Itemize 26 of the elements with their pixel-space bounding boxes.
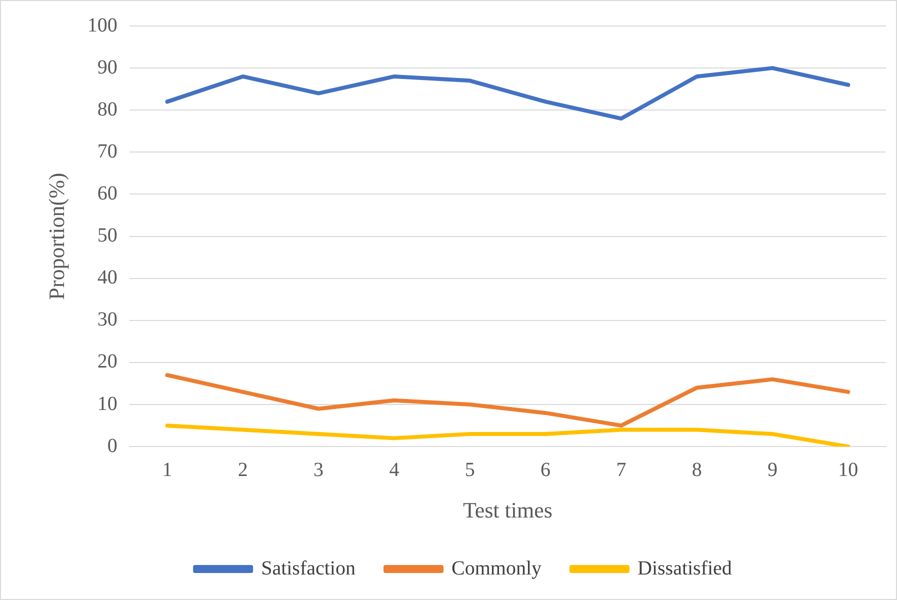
x-tick-label: 4 <box>389 458 400 481</box>
y-tick-label: 20 <box>97 350 118 373</box>
x-tick-label: 10 <box>838 458 858 481</box>
y-tick-label: 40 <box>97 266 118 289</box>
x-tick-label: 2 <box>238 458 248 481</box>
y-tick-label: 90 <box>97 56 118 78</box>
legend-label: Satisfaction <box>261 557 356 580</box>
x-tick-label: 1 <box>162 458 172 481</box>
x-tick-label: 8 <box>692 458 702 481</box>
y-tick-label: 60 <box>97 182 118 204</box>
y-tick-label: 30 <box>97 308 118 331</box>
x-tick-label: 9 <box>768 458 778 481</box>
x-axis-title: Test times <box>462 498 552 523</box>
x-tick-label: 6 <box>540 458 551 481</box>
y-tick-label: 10 <box>97 392 118 415</box>
y-tick-label: 50 <box>97 224 118 247</box>
y-axis-title: Proportion(%) <box>44 172 69 300</box>
x-tick-label: 3 <box>314 458 324 481</box>
y-tick-label: 70 <box>97 140 118 162</box>
legend-label: Dissatisfied <box>638 557 732 580</box>
x-tick-label: 5 <box>464 458 475 481</box>
y-tick-label: 80 <box>97 98 118 120</box>
y-tick-label: 100 <box>87 14 118 36</box>
y-tick-label: 0 <box>107 434 118 457</box>
x-tick-label: 7 <box>616 458 626 481</box>
legend-label: Commonly <box>451 557 542 580</box>
